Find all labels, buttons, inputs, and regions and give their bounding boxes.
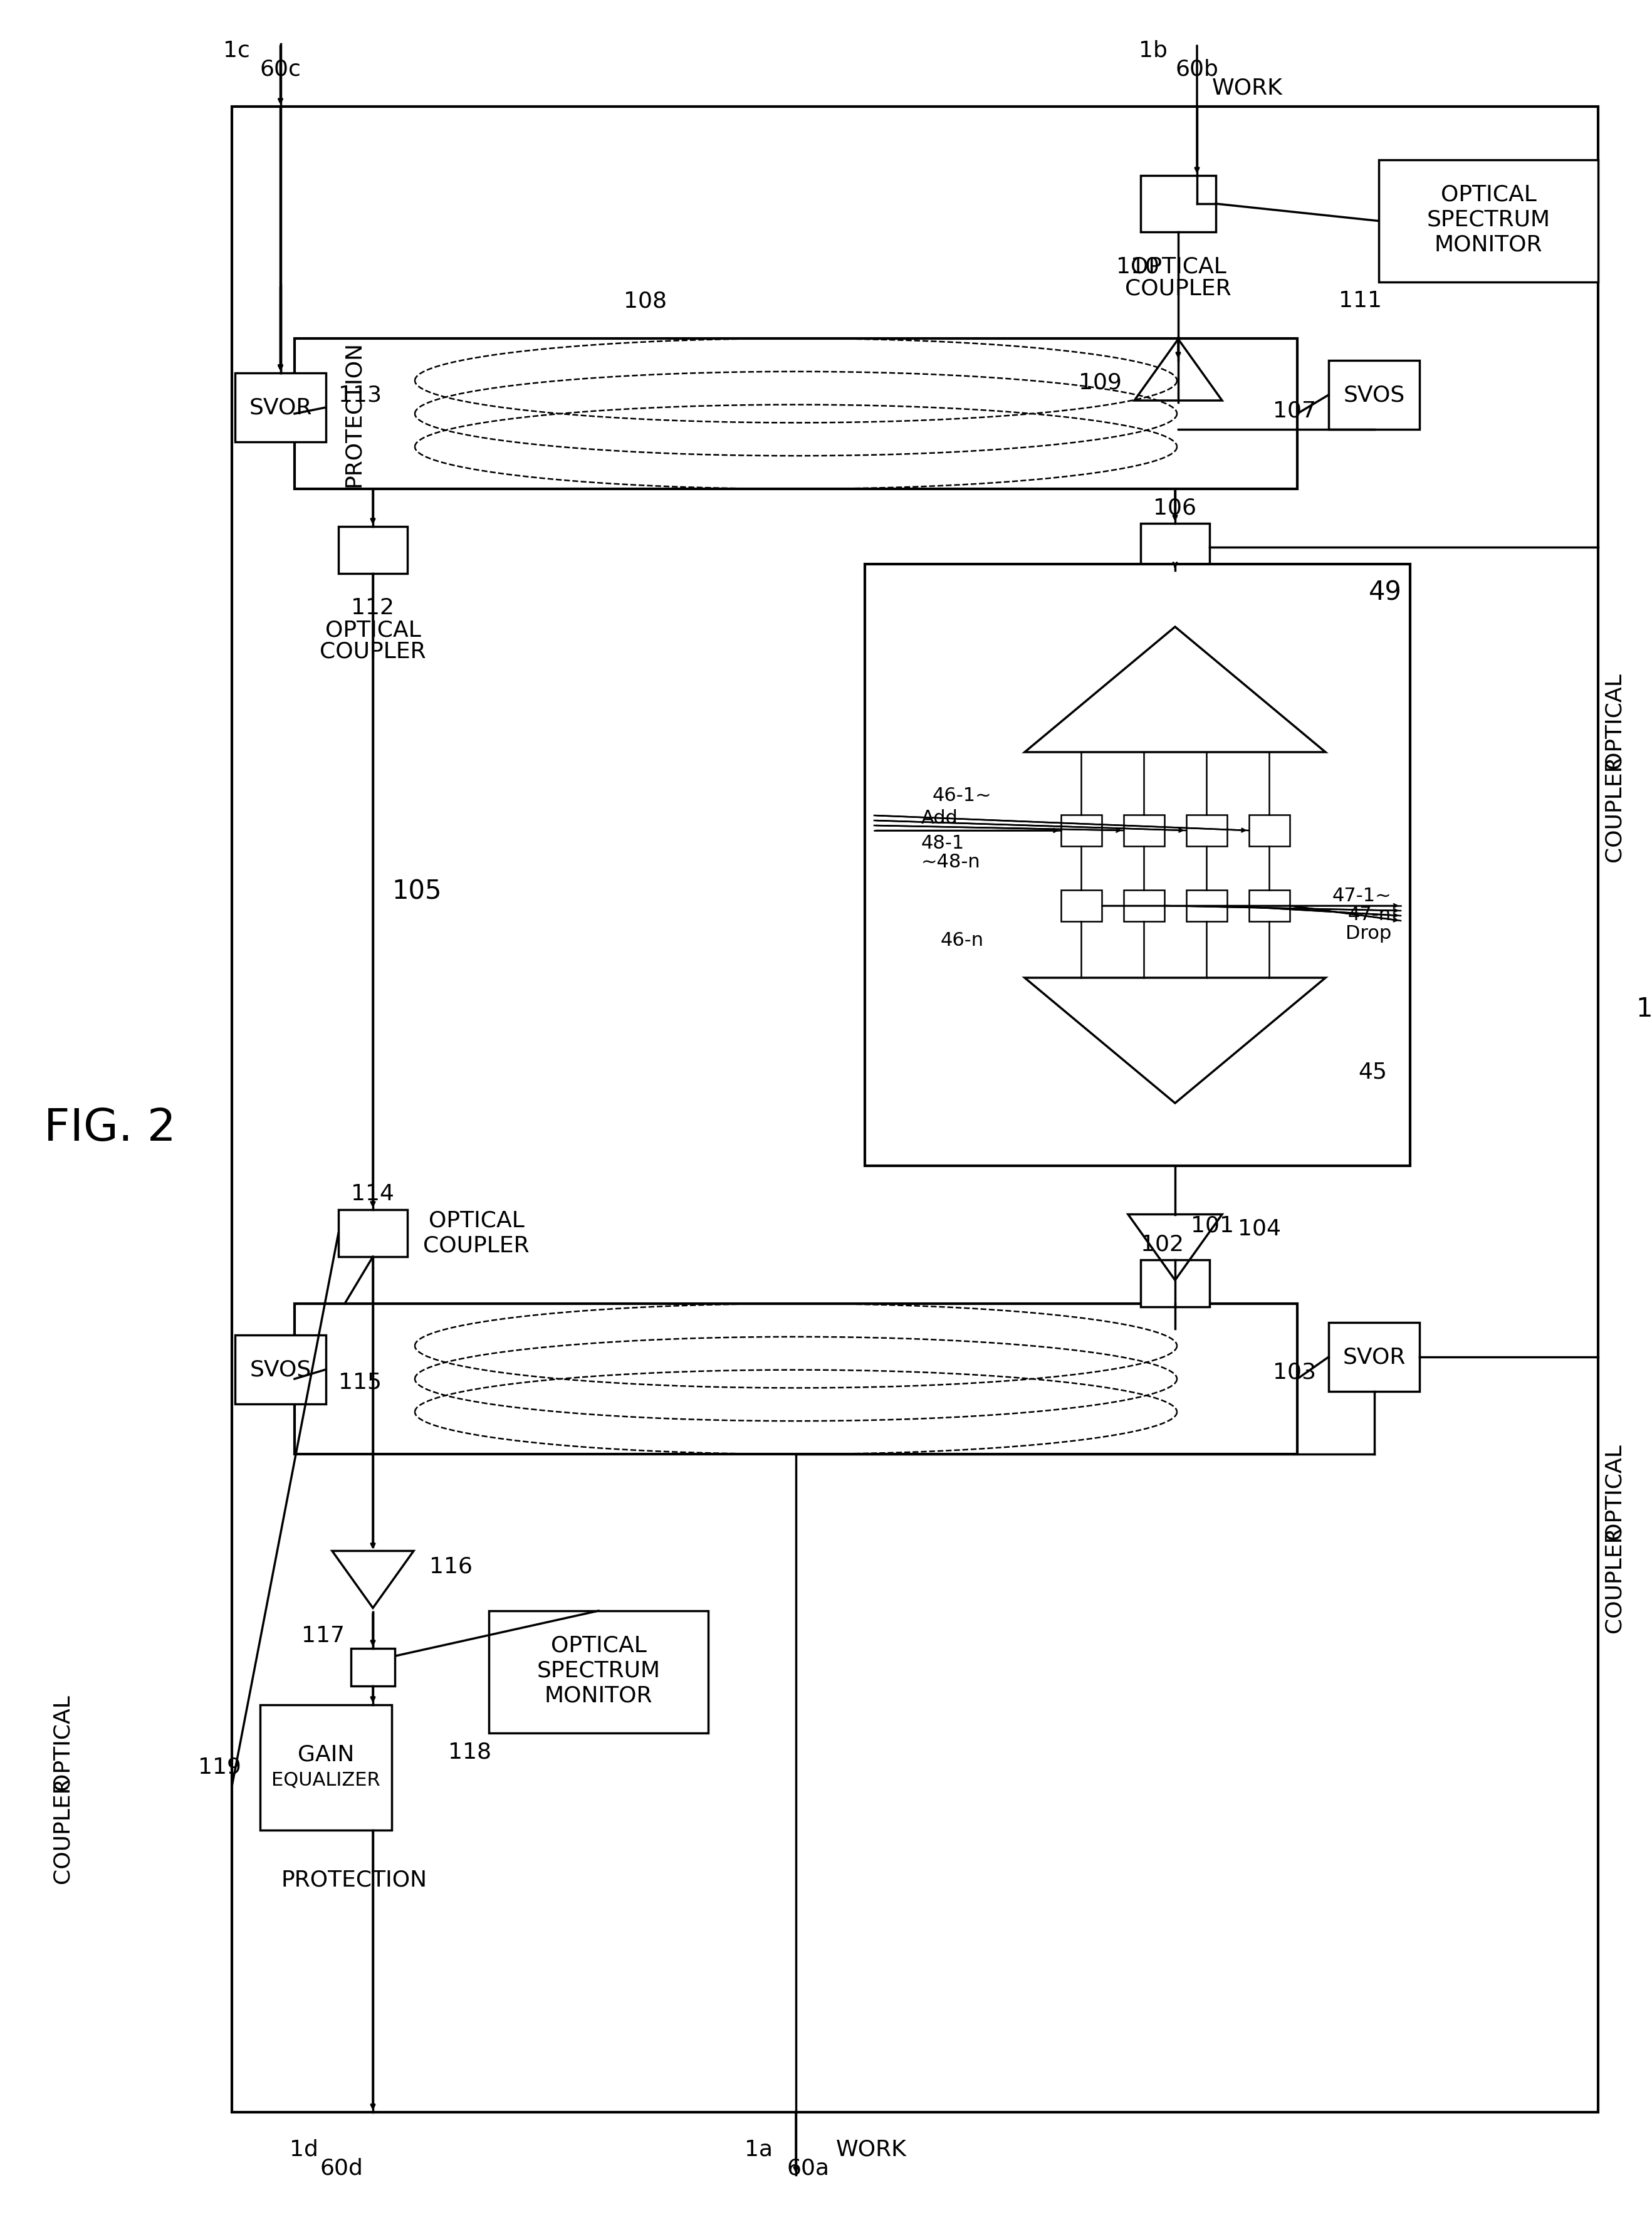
Text: 112: 112	[352, 597, 395, 619]
Text: WORK: WORK	[1213, 78, 1282, 98]
Text: COUPLER: COUPLER	[320, 642, 426, 662]
Text: 114: 114	[352, 1183, 395, 1205]
Text: 105: 105	[392, 879, 441, 906]
Text: ~48-n: ~48-n	[922, 852, 981, 870]
Text: 109: 109	[1079, 371, 1122, 393]
Text: 47-1~: 47-1~	[1332, 888, 1391, 906]
Text: OPTICAL: OPTICAL	[1602, 673, 1624, 768]
Text: SPECTRUM: SPECTRUM	[537, 1661, 661, 1681]
Bar	[339, 1210, 408, 1257]
Text: COUPLER: COUPLER	[1602, 1527, 1624, 1632]
Text: SPECTRUM: SPECTRUM	[1427, 209, 1550, 231]
Bar	[294, 1303, 1297, 1454]
Text: 1d: 1d	[289, 2140, 319, 2160]
Text: 119: 119	[198, 1756, 241, 1778]
Bar	[1140, 1259, 1209, 1308]
Text: 60b: 60b	[1176, 58, 1219, 80]
Bar	[1140, 175, 1216, 231]
Bar	[866, 564, 1411, 1166]
Text: 104: 104	[1237, 1219, 1280, 1239]
Bar	[259, 1705, 392, 1829]
Bar	[231, 107, 1597, 2111]
Bar	[1061, 890, 1102, 921]
Text: 107: 107	[1272, 400, 1317, 422]
Text: 101: 101	[1191, 1214, 1234, 1237]
Bar	[1061, 815, 1102, 846]
Text: OPTICAL: OPTICAL	[428, 1210, 524, 1232]
Bar	[1123, 815, 1165, 846]
Text: 111: 111	[1338, 291, 1381, 311]
Text: 117: 117	[301, 1625, 345, 1647]
Bar	[339, 526, 408, 573]
Text: 46-1~: 46-1~	[932, 786, 991, 806]
Bar	[1328, 1323, 1419, 1392]
Text: SVOS: SVOS	[1343, 384, 1404, 406]
Text: 60a: 60a	[786, 2158, 829, 2180]
Text: OPTICAL: OPTICAL	[325, 619, 421, 642]
Text: 106: 106	[1153, 497, 1196, 517]
Bar	[1249, 815, 1290, 846]
Bar	[489, 1612, 709, 1734]
Text: OPTICAL: OPTICAL	[51, 1694, 73, 1789]
Text: 1: 1	[1635, 997, 1652, 1021]
Text: WORK: WORK	[836, 2140, 907, 2160]
Bar	[235, 1334, 325, 1403]
Text: 116: 116	[430, 1556, 472, 1578]
Text: 102: 102	[1142, 1234, 1184, 1254]
Bar	[1249, 890, 1290, 921]
Text: FIG. 2: FIG. 2	[43, 1106, 175, 1150]
Text: MONITOR: MONITOR	[545, 1685, 653, 1705]
Text: 60d: 60d	[320, 2158, 363, 2180]
Text: EQUALIZER: EQUALIZER	[271, 1772, 380, 1789]
Text: 1b: 1b	[1138, 40, 1168, 60]
Text: COUPLER: COUPLER	[1602, 755, 1624, 861]
Text: SVOR: SVOR	[1343, 1345, 1406, 1368]
Text: SVOS: SVOS	[249, 1359, 311, 1381]
Text: COUPLER: COUPLER	[51, 1776, 73, 1883]
Text: 1a: 1a	[743, 2140, 773, 2160]
Text: 108: 108	[624, 291, 667, 311]
Text: SVOR: SVOR	[249, 397, 312, 417]
Bar	[1186, 890, 1227, 921]
Text: Drop: Drop	[1345, 926, 1391, 943]
Bar	[1328, 360, 1419, 428]
Text: COUPLER: COUPLER	[1125, 278, 1231, 300]
Text: PROTECTION: PROTECTION	[344, 340, 365, 486]
Text: 47-n: 47-n	[1348, 906, 1391, 924]
Text: 49: 49	[1368, 579, 1401, 606]
Text: OPTICAL: OPTICAL	[1130, 255, 1226, 278]
Text: OPTICAL: OPTICAL	[1602, 1443, 1624, 1541]
Bar	[1379, 160, 1597, 282]
Text: OPTICAL: OPTICAL	[1441, 184, 1536, 204]
Text: Add: Add	[922, 808, 958, 828]
Text: 46-n: 46-n	[940, 930, 983, 950]
Bar	[294, 337, 1297, 488]
Text: PROTECTION: PROTECTION	[281, 1869, 428, 1891]
Bar	[350, 1649, 395, 1685]
Text: 1c: 1c	[223, 40, 249, 60]
Text: 110: 110	[1117, 255, 1160, 278]
Text: COUPLER: COUPLER	[423, 1234, 529, 1257]
Text: OPTICAL: OPTICAL	[550, 1634, 646, 1656]
Text: 48-1: 48-1	[922, 835, 965, 852]
Bar	[1186, 815, 1227, 846]
Text: 118: 118	[448, 1740, 492, 1763]
Bar	[1123, 890, 1165, 921]
Text: 60c: 60c	[259, 58, 301, 80]
Text: 115: 115	[339, 1372, 382, 1392]
Text: GAIN: GAIN	[297, 1745, 354, 1765]
Bar	[1140, 524, 1209, 571]
Bar	[235, 373, 325, 442]
Text: 113: 113	[339, 384, 382, 406]
Text: MONITOR: MONITOR	[1434, 233, 1543, 255]
Text: 45: 45	[1358, 1061, 1388, 1083]
Text: 103: 103	[1272, 1361, 1317, 1383]
